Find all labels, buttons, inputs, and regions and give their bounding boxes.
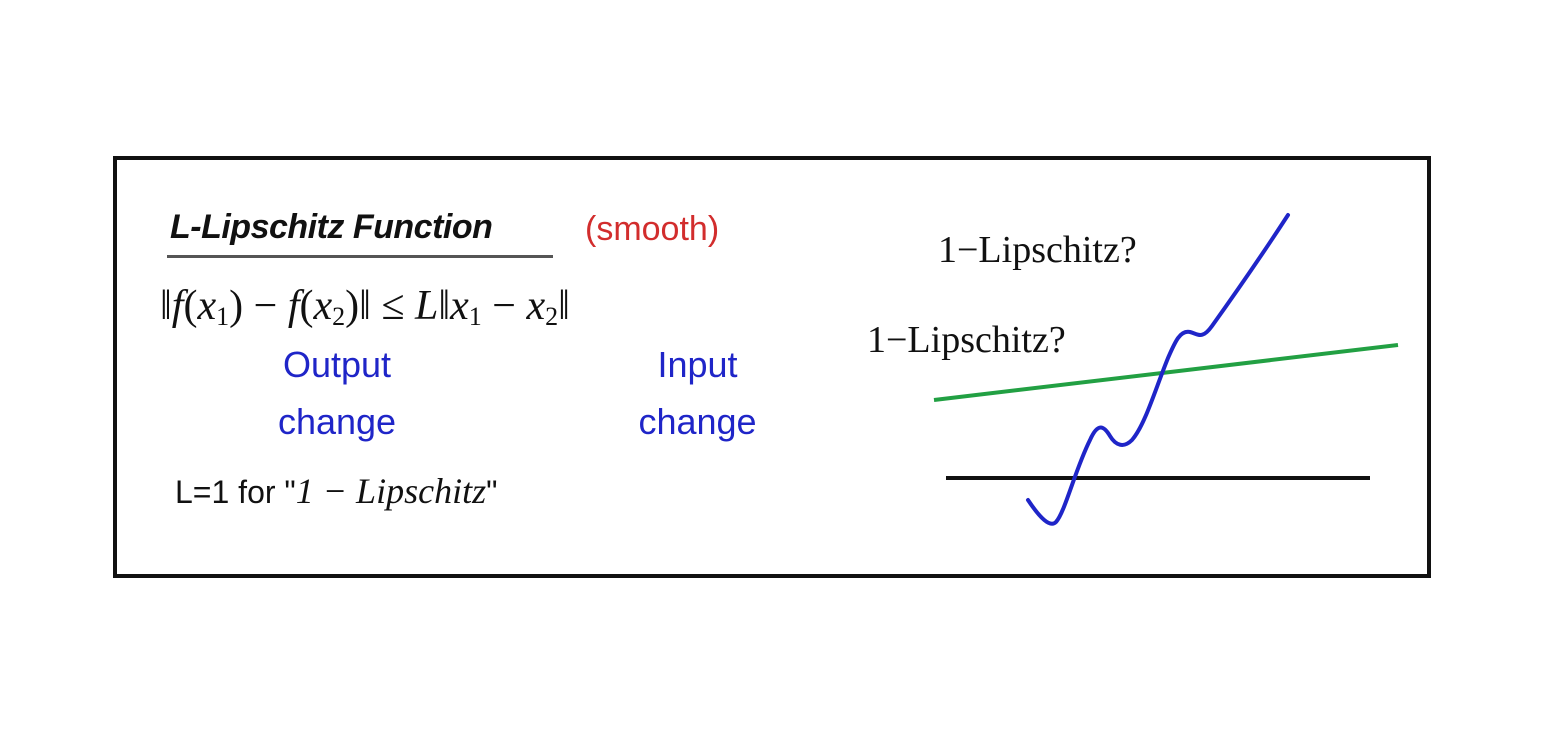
blue-curve [1026, 213, 1290, 526]
input-change-line2: change [638, 401, 757, 442]
formula-sub1a: 1 [216, 302, 230, 331]
smooth-label: (smooth) [585, 210, 720, 248]
formula-sub2b: 2 [545, 302, 559, 331]
title-underline [167, 255, 553, 258]
formula-L: L [414, 283, 439, 329]
formula-x2a: x [313, 283, 333, 329]
formula-paren: ( [183, 283, 198, 329]
formula-norm-right-open: ‖ [438, 283, 451, 329]
diagram-frame [113, 156, 1431, 578]
blue-curve-question: 1−Lipschitz? [938, 229, 1137, 271]
formula-norm-mid: )‖ ≤ [345, 283, 415, 329]
formula-sub1b: 1 [468, 302, 482, 331]
formula-x2b: x [526, 283, 546, 329]
formula-sub2a: 2 [332, 302, 346, 331]
output-change-label: Output change [247, 336, 427, 450]
formula-x1b: x [450, 283, 469, 329]
l-note-prefix: L=1 for " [175, 474, 296, 510]
lipschitz-formula: ‖f(x1) − f(x2)‖ ≤ L‖x1 − x2‖ [160, 282, 570, 332]
formula-f1: f [171, 283, 184, 329]
formula-norm-end: ‖ [558, 283, 570, 329]
green-line [933, 343, 1399, 402]
output-change-line2: change [277, 401, 397, 442]
l-note-suffix: " [486, 474, 498, 510]
formula-norm-left: ‖ [160, 283, 172, 329]
input-change-label: Input change [610, 336, 785, 450]
diagram-title: L-Lipschitz Function [170, 208, 493, 246]
formula-paren2: ( [299, 283, 314, 329]
green-line-question: 1−Lipschitz? [867, 319, 1066, 361]
l-equals-one-note: L=1 for "1 − Lipschitz" [175, 470, 497, 512]
input-change-line1: Input [657, 344, 738, 385]
l-note-math: 1 − Lipschitz [295, 471, 487, 511]
formula-minus1: − [243, 283, 288, 329]
output-change-line1: Output [282, 344, 392, 385]
formula-f2: f [287, 283, 300, 329]
formula-paren-close: ) [229, 283, 244, 329]
formula-x1a: x [197, 283, 217, 329]
formula-minus2: − [481, 283, 527, 329]
